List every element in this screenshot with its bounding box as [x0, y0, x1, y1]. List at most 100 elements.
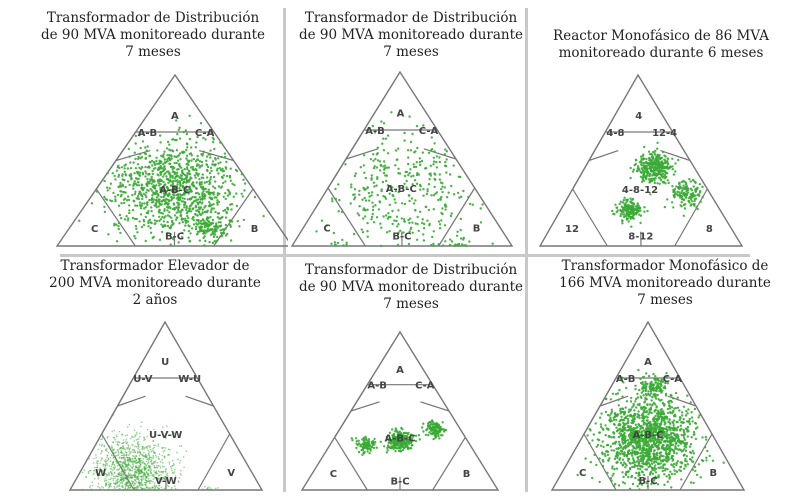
data-point: [145, 471, 148, 473]
data-point: [151, 197, 154, 200]
data-point: [150, 182, 153, 185]
data-point: [416, 146, 419, 150]
data-point: [383, 160, 386, 163]
data-point: [185, 189, 188, 192]
data-point: [134, 204, 137, 207]
data-point: [382, 165, 385, 168]
data-point: [645, 425, 649, 428]
data-point: [368, 199, 371, 202]
data-point: [419, 188, 422, 191]
data-point: [157, 184, 161, 187]
data-point: [174, 432, 176, 435]
data-point: [646, 430, 649, 433]
data-point: [145, 453, 147, 456]
data-point: [121, 452, 123, 454]
data-point: [671, 420, 674, 424]
data-point: [202, 229, 205, 233]
data-point: [437, 424, 441, 427]
data-point: [622, 215, 626, 219]
data-point: [125, 442, 128, 445]
data-point: [106, 464, 109, 466]
data-point: [661, 180, 664, 184]
data-point: [468, 240, 471, 243]
data-point: [685, 196, 688, 199]
data-point: [126, 477, 128, 480]
data-point: [225, 211, 228, 215]
data-point: [382, 215, 385, 218]
data-point: [201, 219, 205, 222]
data-point: [345, 243, 348, 246]
data-point: [660, 160, 663, 163]
data-point: [363, 445, 366, 449]
data-point: [430, 136, 433, 139]
data-point: [431, 421, 435, 424]
data-point: [202, 236, 205, 240]
data-point: [92, 462, 95, 464]
data-point: [174, 189, 177, 192]
data-point: [136, 452, 139, 454]
data-point: [132, 200, 136, 203]
data-point: [653, 449, 656, 452]
data-point: [107, 233, 110, 236]
data-point: [662, 162, 665, 165]
data-point: [435, 166, 439, 169]
data-point: [164, 475, 166, 478]
data-point: [96, 466, 99, 469]
data-point: [433, 142, 436, 145]
triangle-outline: [290, 70, 514, 247]
data-point: [171, 167, 174, 171]
data-point: [657, 462, 660, 465]
data-point: [117, 489, 119, 491]
region-label: A: [171, 111, 179, 122]
data-point: [115, 479, 118, 482]
data-point: [410, 226, 413, 229]
data-point: [610, 419, 613, 423]
data-point: [648, 430, 652, 433]
data-point: [116, 193, 120, 197]
data-point: [418, 161, 422, 164]
data-point: [103, 195, 106, 199]
data-point: [111, 469, 114, 472]
data-point: [651, 428, 655, 431]
data-point: [165, 175, 168, 178]
data-point: [189, 188, 192, 191]
data-point: [81, 471, 84, 474]
data-point: [615, 418, 618, 422]
data-point: [685, 189, 689, 192]
data-point: [407, 218, 410, 222]
data-point: [693, 199, 696, 203]
data-point: [637, 467, 640, 470]
data-point: [422, 422, 425, 425]
data-point: [145, 481, 148, 484]
data-point: [706, 449, 709, 453]
data-point: [689, 458, 693, 461]
data-point: [619, 434, 622, 438]
data-point: [185, 181, 188, 184]
data-point: [131, 480, 134, 483]
data-point: [611, 467, 614, 470]
data-point: [143, 186, 146, 190]
data-point: [610, 408, 614, 411]
data-point: [113, 436, 116, 439]
data-point: [116, 465, 119, 467]
data-point: [656, 173, 659, 177]
data-point: [691, 200, 694, 203]
data-point: [129, 461, 131, 463]
region-label: B: [463, 469, 471, 480]
data-point: [81, 488, 84, 491]
data-point: [204, 485, 206, 488]
data-point: [149, 446, 151, 449]
data-point: [147, 210, 150, 213]
data-point: [161, 480, 164, 483]
data-point: [155, 159, 158, 163]
data-point: [139, 191, 142, 194]
data-point: [146, 463, 149, 465]
data-point: [148, 458, 151, 461]
data-point: [394, 436, 397, 439]
data-point: [141, 202, 144, 205]
data-point: [638, 460, 641, 463]
data-point: [207, 217, 210, 220]
data-point: [182, 130, 185, 134]
data-point: [414, 440, 418, 443]
data-point: [361, 445, 365, 449]
